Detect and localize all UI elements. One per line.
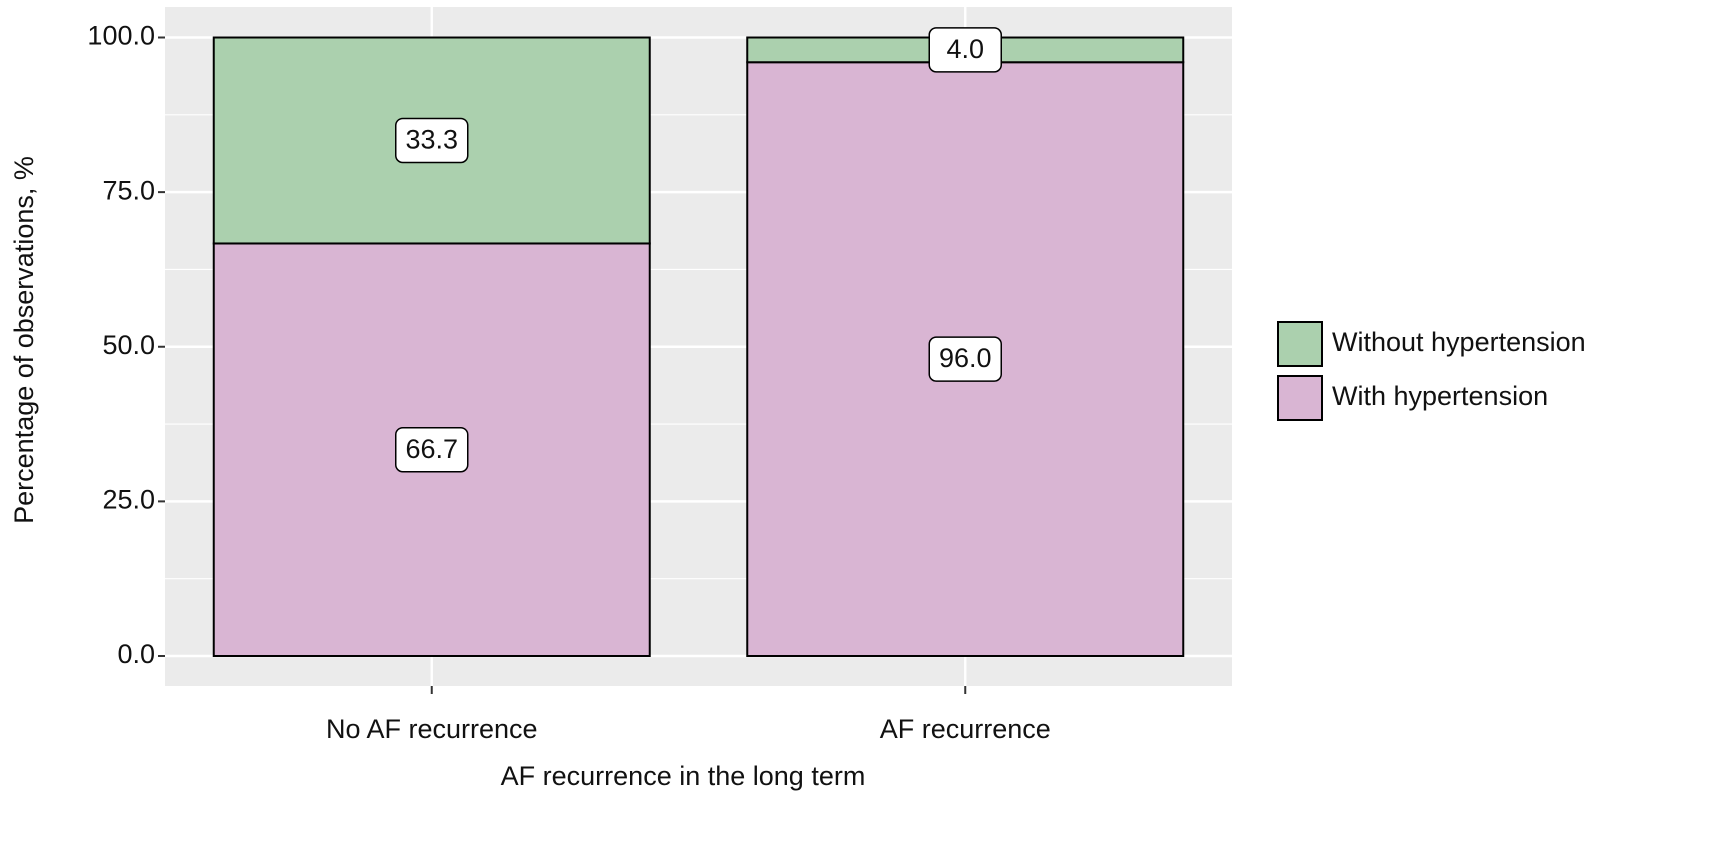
data-label: 96.0 [939,343,992,373]
y-tick-label: 25.0 [102,485,155,515]
legend-swatch [1277,375,1323,421]
y-tick-label: 0.0 [117,639,155,669]
y-tick-label: 75.0 [102,175,155,205]
data-label-box [395,426,469,473]
data-label-box [928,27,1002,73]
legend-label: Without hypertension [1332,327,1586,357]
data-label: 33.3 [405,125,458,155]
y-tick-label: 100.0 [87,21,155,51]
y-tick-label: 50.0 [102,330,155,360]
data-label: 66.7 [405,434,458,464]
data-label-box [928,336,1002,382]
data-label: 4.0 [946,34,984,64]
y-axis-title: Percentage of observations, % [9,156,39,524]
legend-swatch [1277,321,1323,367]
x-tick-label: No AF recurrence [326,714,538,744]
legend-label: With hypertension [1332,381,1548,411]
x-tick-label: AF recurrence [880,714,1051,744]
x-axis-title: AF recurrence in the long term [501,761,866,791]
data-label-box [395,117,469,164]
